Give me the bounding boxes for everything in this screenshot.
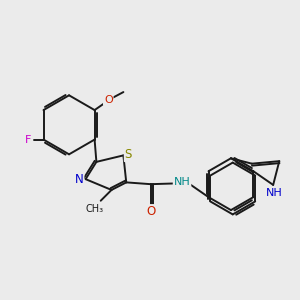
Text: NH: NH bbox=[266, 188, 283, 198]
Text: O: O bbox=[104, 95, 112, 105]
Text: CH₃: CH₃ bbox=[86, 204, 104, 214]
Text: F: F bbox=[25, 135, 32, 145]
Text: NH: NH bbox=[174, 177, 190, 187]
Text: S: S bbox=[125, 148, 132, 161]
Text: O: O bbox=[146, 205, 155, 218]
Text: N: N bbox=[75, 172, 83, 186]
